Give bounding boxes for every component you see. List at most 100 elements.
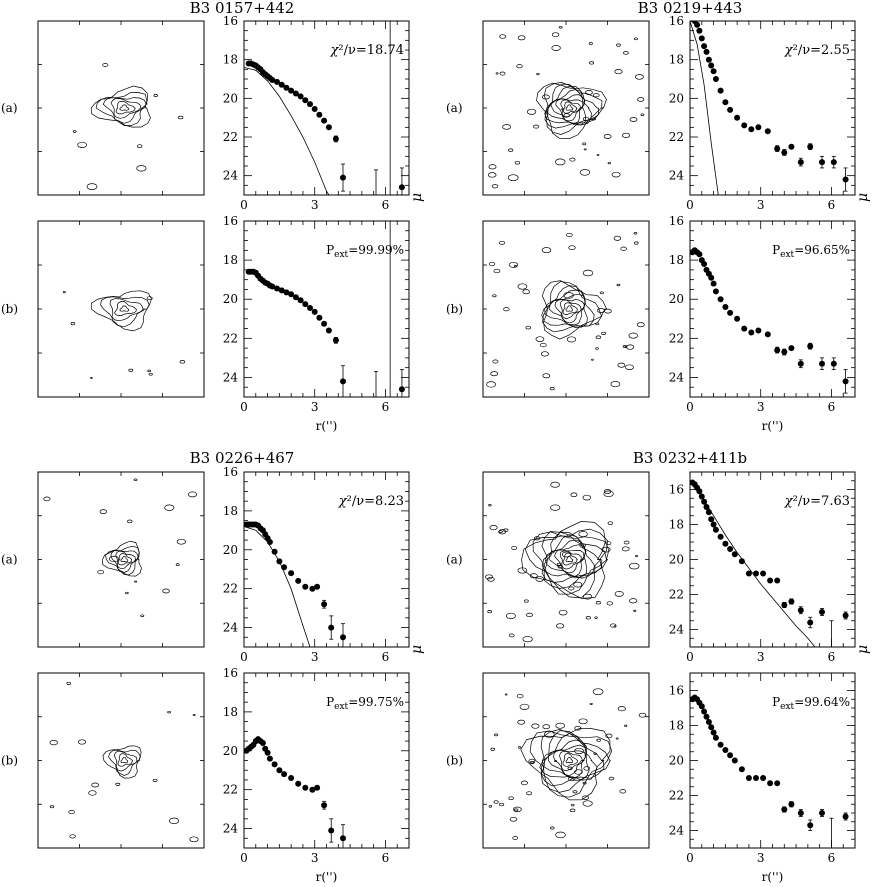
noise-contour <box>140 614 145 617</box>
noise-contour <box>614 591 624 597</box>
y-tick-label: 20 <box>223 91 238 105</box>
data-point <box>781 806 788 813</box>
data-point <box>694 21 701 28</box>
noise-contour <box>585 90 593 95</box>
data-point <box>708 274 715 281</box>
data-point <box>705 719 712 725</box>
noise-contour <box>554 158 566 166</box>
noise-contour <box>613 235 622 241</box>
x-tick-label: 0 <box>240 400 248 414</box>
noise-contour <box>125 591 129 595</box>
data-point <box>830 159 837 166</box>
noise-contour <box>490 371 499 377</box>
data-point <box>807 143 814 150</box>
panel-3: B3 0226+467 (a) 0 3 6 16 18 20 22 24 χ²/ν=8.23 μ (b)… <box>1 449 425 884</box>
x-tick-label: 6 <box>828 650 836 664</box>
pext-symbol: P <box>772 243 780 257</box>
noise-contour <box>572 790 578 794</box>
data-point <box>819 609 825 615</box>
noise-contour <box>624 345 628 348</box>
data-point <box>311 106 318 112</box>
data-point <box>734 114 741 121</box>
data-point <box>712 288 719 295</box>
data-point <box>727 106 734 113</box>
noise-contour <box>569 808 576 813</box>
noise-contour <box>629 598 638 604</box>
noise-contour <box>519 703 530 710</box>
data-point <box>278 287 285 294</box>
noise-contour <box>492 294 497 298</box>
data-point <box>774 347 781 354</box>
noise-contour <box>493 800 499 804</box>
data-point <box>288 87 295 94</box>
y-tick-label: 22 <box>669 130 684 144</box>
noise-contour <box>499 71 506 76</box>
noise-contour <box>147 369 152 373</box>
data-point <box>710 280 717 287</box>
contour-line <box>560 99 582 118</box>
noise-contour <box>507 174 519 182</box>
noise-contour <box>585 616 591 620</box>
contour-line <box>554 298 586 324</box>
contour-line <box>541 534 595 579</box>
noise-contour <box>616 283 621 287</box>
y-tick-label: 18 <box>223 53 238 67</box>
y-tick-label: 24 <box>669 623 685 637</box>
noise-contour <box>558 609 568 616</box>
data-point <box>321 320 328 327</box>
panel-title: B3 0157+442 <box>190 0 295 17</box>
noise-contour <box>561 108 565 111</box>
noise-contour <box>488 504 492 507</box>
noise-contour <box>148 372 153 376</box>
data-point <box>819 810 825 816</box>
noise-contour <box>489 525 498 531</box>
data-point <box>774 145 781 152</box>
data-point <box>274 285 280 292</box>
noise-contour <box>551 32 560 38</box>
data-point <box>745 570 752 577</box>
x-axis-label: r('') <box>316 419 338 433</box>
data-point <box>328 827 335 834</box>
noise-contour <box>571 803 575 807</box>
noise-contour <box>517 567 528 574</box>
panel-title: B3 0219+443 <box>638 0 743 17</box>
noise-contour <box>579 169 591 176</box>
noise-contour <box>498 240 506 245</box>
noise-contour <box>578 718 588 725</box>
y-axis-label: μ <box>855 645 871 654</box>
data-point <box>727 546 734 552</box>
noise-contour <box>591 358 594 361</box>
pext-symbol: P <box>326 243 334 257</box>
noise-contour <box>70 322 76 326</box>
noise-contour <box>529 573 538 579</box>
y-tick-label: 16 <box>223 14 238 28</box>
data-point <box>316 111 323 118</box>
noise-contour <box>535 336 545 342</box>
x-axis-label: r('') <box>762 419 784 433</box>
data-point <box>311 308 318 315</box>
noise-contour <box>90 377 93 379</box>
noise-contour <box>568 586 575 591</box>
contour-line <box>90 290 152 332</box>
noise-contour <box>620 246 627 251</box>
y-tick-label: 24 <box>223 621 239 635</box>
noise-contour <box>169 817 180 824</box>
noise-contour <box>591 117 596 121</box>
row-label: (a) <box>1 101 18 115</box>
noise-contour <box>595 347 599 350</box>
noise-contour <box>603 490 614 498</box>
contour-line <box>540 730 605 787</box>
noise-contour <box>633 37 638 41</box>
data-point <box>292 90 299 97</box>
data-point <box>830 360 837 367</box>
contour-line <box>102 540 142 577</box>
data-point <box>738 766 745 773</box>
noise-contour <box>514 808 519 812</box>
x-tick-label: 3 <box>757 400 765 414</box>
y-tick-label: 18 <box>223 705 238 719</box>
plot-area <box>690 694 849 848</box>
pext-value: =99.99% <box>348 243 404 257</box>
data-point <box>738 558 745 565</box>
noise-contour <box>617 706 626 712</box>
contour-line <box>562 753 579 767</box>
